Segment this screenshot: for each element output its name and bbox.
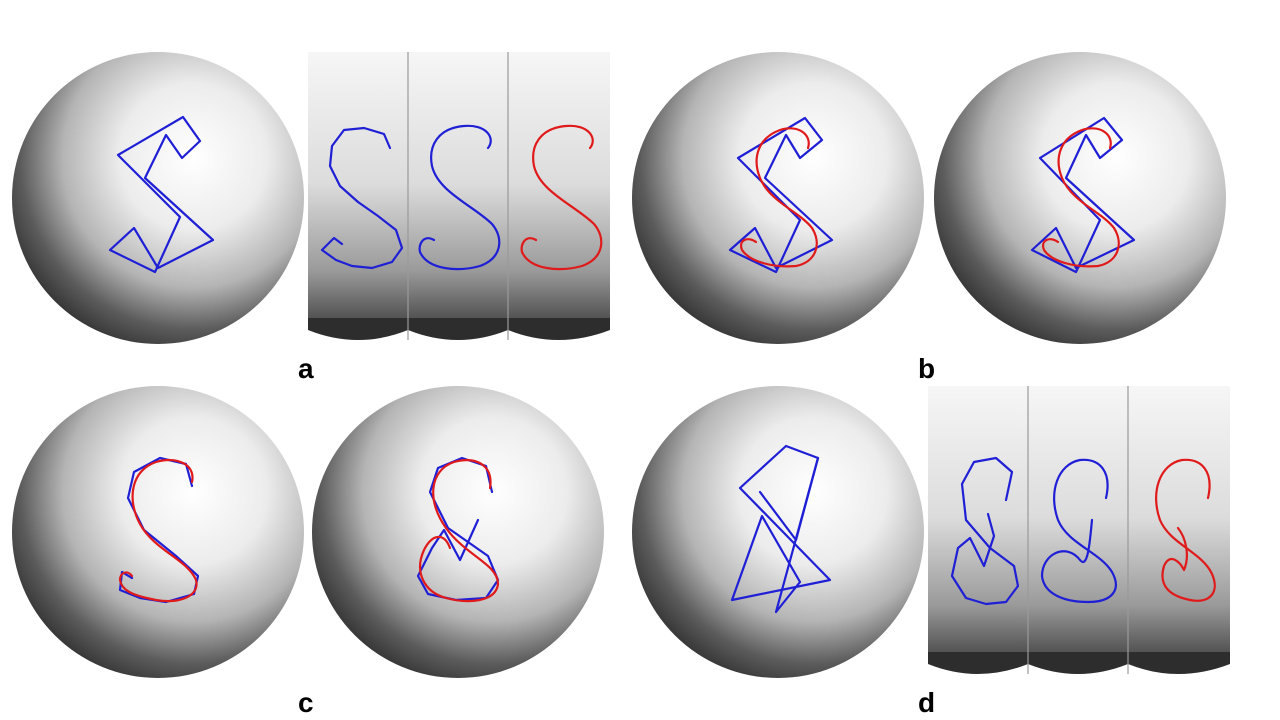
refined-curve-d2	[1040, 458, 1117, 604]
panel-label-b: b	[918, 353, 935, 384]
sphere-a-main	[12, 52, 304, 344]
panel-label-d: d	[918, 687, 935, 718]
control-polygon-a	[108, 115, 215, 274]
panel-c: c	[12, 386, 604, 718]
target-curve-c2	[419, 458, 500, 603]
control-polygon-b2	[1030, 116, 1136, 274]
panel-label-c: c	[298, 687, 314, 718]
refined-polygon-d1	[950, 456, 1020, 606]
target-curve-c1	[118, 458, 198, 603]
target-curve-d	[1155, 458, 1216, 602]
target-curve-b2	[1042, 127, 1120, 268]
target-curve-b1	[740, 127, 818, 268]
sphere-strip-d	[928, 386, 1230, 678]
control-polygon-d-inner	[758, 456, 820, 542]
target-curve-a	[520, 124, 603, 271]
panel-b: b	[632, 52, 1226, 384]
sphere-c-right	[312, 386, 604, 678]
panel-label-a: a	[298, 353, 314, 384]
panel-d: d	[632, 386, 1230, 718]
refined-polygon-a1	[320, 126, 404, 270]
control-polygon-b1	[728, 116, 834, 274]
panel-a: a	[12, 52, 610, 384]
sphere-c-left	[12, 386, 304, 678]
refined-curve-a2	[418, 124, 501, 271]
sphere-d-main	[632, 386, 924, 678]
control-polygon-c1	[118, 456, 200, 604]
